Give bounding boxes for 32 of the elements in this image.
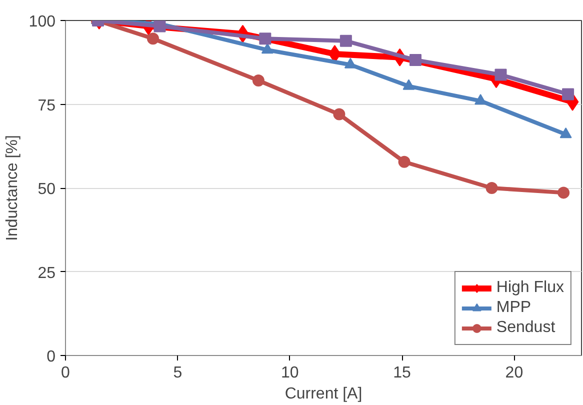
y-tick-label: 0: [46, 348, 56, 366]
point: [146, 32, 159, 45]
x-tick-label: 15: [393, 364, 412, 382]
legend-label: MPP: [496, 299, 532, 317]
point: [252, 74, 264, 86]
x-tick-label: 0: [61, 364, 70, 382]
point: [259, 32, 272, 45]
point: [154, 20, 166, 32]
x-axis-title: Current [A]: [284, 386, 362, 402]
y-tick-label: 50: [38, 181, 56, 198]
point: [560, 128, 572, 138]
x-tick-label: 20: [505, 364, 524, 382]
point: [558, 186, 570, 199]
point: [409, 54, 422, 66]
legend-label: High Flux: [496, 279, 564, 297]
point: [261, 43, 274, 54]
x-tick-label: 5: [173, 364, 182, 382]
y-tick-label: 75: [38, 97, 56, 114]
point: [474, 94, 487, 105]
point: [333, 108, 346, 120]
point: [562, 88, 574, 100]
point: [486, 182, 498, 194]
y-axis-title: Inductance [%]: [4, 135, 21, 241]
point: [398, 156, 410, 168]
legend-label: Sendust: [496, 319, 556, 337]
point: [340, 34, 352, 47]
x-tick-label: 10: [280, 364, 299, 382]
y-tick-label: 25: [38, 264, 56, 282]
point: [494, 68, 507, 81]
y-tick-label: 100: [28, 14, 56, 30]
point: [402, 79, 415, 90]
point: [344, 58, 356, 68]
